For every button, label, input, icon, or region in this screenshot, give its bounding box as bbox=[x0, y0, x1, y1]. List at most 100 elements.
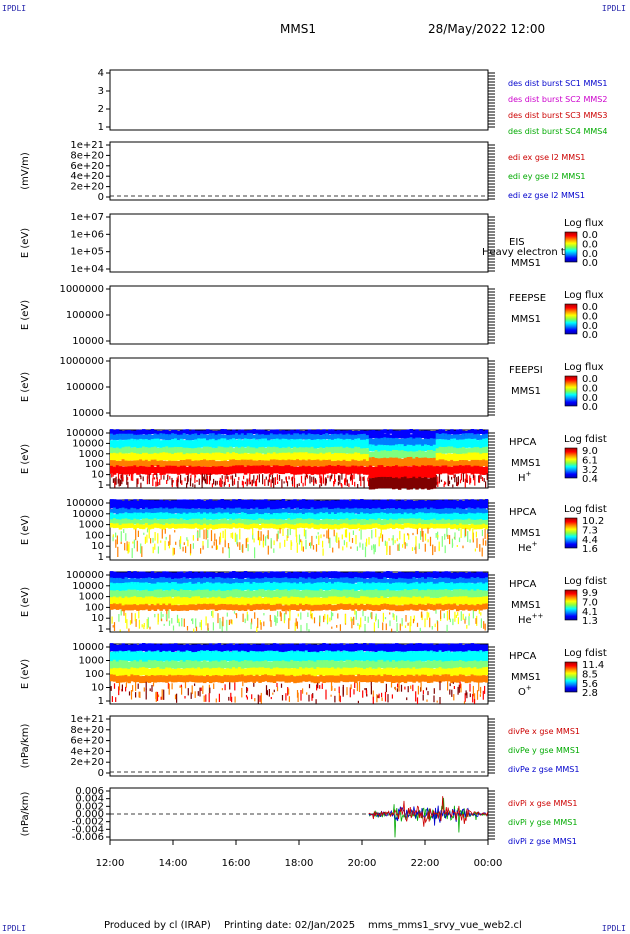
spectrogram-cell bbox=[240, 465, 245, 474]
spectrogram-cell bbox=[226, 675, 230, 683]
spectrogram-cell bbox=[252, 435, 256, 442]
spectrogram-cell bbox=[287, 597, 291, 606]
spectrogram-cell bbox=[237, 447, 242, 455]
spectrogram-cell bbox=[424, 444, 428, 452]
spectrogram-cell bbox=[179, 644, 184, 653]
spectrogram-cell bbox=[447, 583, 451, 592]
spectrogram-cell bbox=[110, 499, 114, 509]
colorbar bbox=[564, 517, 578, 549]
spectrogram-cell bbox=[409, 512, 413, 520]
spectrogram-cell bbox=[235, 589, 239, 598]
spectrogram-cell bbox=[290, 578, 294, 584]
spectrogram-cell bbox=[360, 430, 364, 436]
spectrogram-cell bbox=[130, 513, 134, 521]
spectrogram-cell bbox=[272, 651, 277, 662]
spectrogram-cell bbox=[185, 582, 190, 591]
spectrogram-cell bbox=[400, 430, 405, 435]
spectrogram-cell bbox=[397, 450, 402, 459]
spectrogram-cell bbox=[118, 583, 123, 592]
spectrogram-cell bbox=[403, 589, 408, 598]
spectrogram-cell bbox=[139, 429, 143, 435]
legend-entry: des dist burst SC2 MMS2 bbox=[508, 95, 607, 104]
spectrogram-cell bbox=[293, 499, 297, 509]
spectrogram-cell bbox=[299, 438, 303, 448]
spectrogram-cell bbox=[429, 523, 434, 528]
spectrogram-cell bbox=[360, 508, 364, 515]
spectrogram-cell bbox=[310, 460, 315, 467]
spectrogram-cell bbox=[328, 519, 332, 525]
spectrogram-cell bbox=[188, 430, 192, 436]
ytick-label: 1 bbox=[98, 624, 104, 635]
spectrogram-cell bbox=[461, 645, 466, 654]
spectrogram-cell bbox=[261, 651, 265, 663]
spectrogram-cell bbox=[133, 589, 137, 598]
spectrogram-cell bbox=[377, 643, 381, 653]
spectrogram-speck bbox=[243, 475, 245, 480]
spectrogram-cell bbox=[278, 578, 283, 584]
spectrogram-cell bbox=[159, 452, 163, 461]
spectrogram-speck bbox=[125, 612, 127, 623]
spectrogram-cell bbox=[258, 667, 262, 676]
spectrogram-speck bbox=[335, 535, 337, 542]
spectrogram-cell bbox=[441, 674, 445, 682]
spectrogram-speck bbox=[378, 536, 380, 547]
spectrogram-cell bbox=[249, 439, 254, 449]
spectrogram-cell bbox=[339, 453, 344, 462]
spectrogram-speck bbox=[406, 697, 408, 701]
spectrogram-cell bbox=[229, 596, 233, 605]
ytick-label: 6e+20 bbox=[70, 736, 104, 747]
spectrogram-cell bbox=[339, 577, 344, 584]
ytick-label: 2e+20 bbox=[70, 757, 104, 768]
spectrogram-cell bbox=[191, 433, 195, 441]
spectrogram-cell bbox=[136, 661, 140, 670]
spectrogram-cell bbox=[299, 499, 303, 510]
spectrogram-speck bbox=[296, 534, 298, 543]
spectrogram-speck bbox=[465, 616, 467, 621]
spectrogram-cell bbox=[133, 578, 137, 584]
colorbar-value: 9.9 bbox=[582, 588, 598, 599]
ytick-label: 8e+20 bbox=[70, 725, 104, 736]
spectrogram-speck bbox=[355, 611, 357, 620]
spectrogram-cell bbox=[191, 660, 195, 670]
spectrogram-cell bbox=[118, 466, 123, 475]
spectrogram-cell bbox=[284, 573, 288, 580]
spectrogram-cell bbox=[200, 589, 204, 599]
spectrogram-cell bbox=[150, 524, 155, 529]
spectrogram-cell bbox=[147, 466, 152, 475]
spectrogram-cell bbox=[124, 508, 128, 515]
spectrogram-cell bbox=[237, 605, 242, 611]
spectrogram-speck bbox=[422, 690, 424, 695]
spectrogram-cell bbox=[418, 577, 422, 584]
spectrogram-cell bbox=[389, 667, 393, 676]
spectrogram-cell bbox=[395, 437, 399, 446]
spectrogram-speck bbox=[301, 540, 303, 551]
spectrogram-cell bbox=[319, 597, 323, 606]
spectrogram-cell bbox=[240, 453, 245, 462]
spectrogram-cell bbox=[380, 512, 384, 520]
spectrogram-cell bbox=[363, 668, 367, 678]
spectrogram-cell bbox=[415, 674, 419, 682]
spectrogram-cell bbox=[461, 604, 466, 611]
spectrogram-speck bbox=[200, 687, 202, 691]
spectrogram-cell bbox=[162, 519, 166, 525]
spectrogram-cell bbox=[171, 500, 175, 510]
spectrogram-cell bbox=[345, 589, 349, 598]
spectrogram-cell bbox=[112, 590, 117, 599]
spectrogram-cell bbox=[115, 645, 120, 654]
spectrogram-cell bbox=[229, 518, 233, 525]
spectrogram-speck bbox=[199, 528, 201, 538]
spectrogram-cell bbox=[287, 500, 291, 510]
spectrogram-cell bbox=[310, 499, 315, 510]
spectrogram-cell bbox=[159, 668, 163, 677]
spectrogram-cell bbox=[371, 523, 376, 529]
spectrogram-cell bbox=[110, 453, 114, 462]
spectrogram-speck bbox=[354, 681, 356, 688]
spectrogram-speck bbox=[311, 535, 313, 546]
spectrogram-cell bbox=[226, 661, 230, 670]
spectrogram-cell bbox=[290, 589, 294, 598]
spectrogram-cell bbox=[299, 512, 303, 520]
spectrogram-cell bbox=[392, 582, 396, 592]
spectrogram-cell bbox=[127, 604, 131, 611]
spectrogram-cell bbox=[432, 508, 437, 515]
